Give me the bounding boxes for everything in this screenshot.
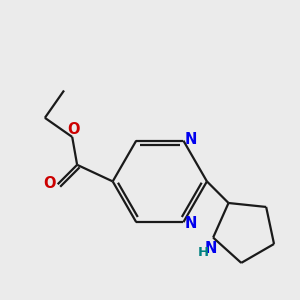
Text: H: H — [197, 246, 208, 259]
Text: O: O — [43, 176, 55, 191]
Text: N: N — [184, 216, 196, 231]
Text: O: O — [67, 122, 80, 136]
Text: N: N — [184, 131, 196, 146]
Text: N: N — [205, 241, 217, 256]
